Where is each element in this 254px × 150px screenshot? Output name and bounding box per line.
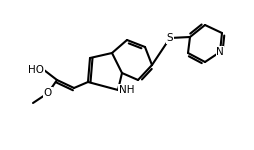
Text: N: N (216, 47, 224, 57)
Text: HO: HO (28, 65, 44, 75)
Text: NH: NH (119, 85, 135, 95)
Text: O: O (44, 88, 52, 98)
Text: S: S (167, 33, 173, 43)
